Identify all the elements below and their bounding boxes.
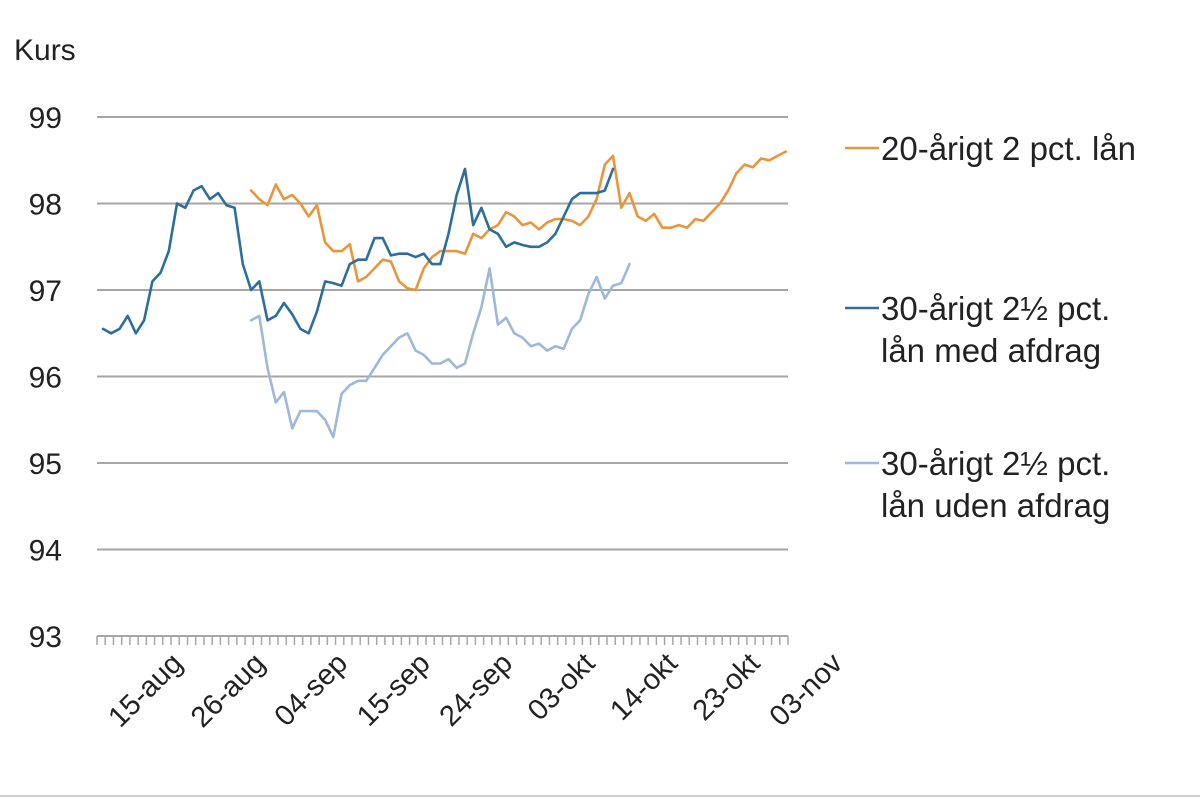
x-tick-label: 23-okt	[687, 647, 767, 727]
x-tick-label: 03-nov	[764, 647, 850, 733]
legend-label: 20-årigt 2 pct. lån	[881, 130, 1136, 167]
legend-label: lån uden afdrag	[881, 487, 1110, 524]
legend-entry: 20-årigt 2 pct. lån	[845, 130, 1136, 167]
y-tick-label: 98	[29, 189, 62, 222]
legend-label: 30-årigt 2½ pct.	[881, 445, 1110, 482]
y-tick-label: 95	[29, 448, 62, 481]
x-axis	[96, 635, 789, 645]
legend-label: lån med afdrag	[881, 332, 1101, 369]
series-line	[101, 167, 615, 335]
x-tick-label: 04-sep	[269, 647, 354, 732]
x-tick-label: 15-aug	[102, 647, 188, 733]
y-tick-label: 96	[29, 362, 62, 395]
x-tick-label: 26-aug	[185, 647, 271, 733]
legend-label: 30-årigt 2½ pct.	[881, 290, 1110, 327]
x-tick-label: 03-okt	[522, 647, 602, 727]
gridlines	[97, 116, 788, 551]
y-tick-label: 94	[29, 535, 62, 568]
legend-entry: 30-årigt 2½ pct. lån uden afdrag	[845, 445, 1110, 524]
x-tick-label: 15-sep	[351, 647, 436, 732]
series-line	[249, 150, 788, 292]
series-line	[249, 262, 631, 439]
y-tick-labels: 99 98 97 96 95 94 93	[29, 102, 62, 654]
y-tick-label: 97	[29, 275, 62, 308]
x-tick-label: 24-sep	[434, 647, 519, 732]
series-lines	[101, 150, 788, 439]
y-tick-label: 93	[29, 621, 62, 654]
y-tick-label: 99	[29, 102, 62, 135]
legend-entry: 30-årigt 2½ pct. lån med afdrag	[845, 290, 1110, 369]
x-tick-label: 14-okt	[604, 647, 684, 727]
y-axis-label: Kurs	[14, 34, 76, 67]
legend: 20-årigt 2 pct. lån 30-årigt 2½ pct. lån m…	[845, 130, 1136, 524]
